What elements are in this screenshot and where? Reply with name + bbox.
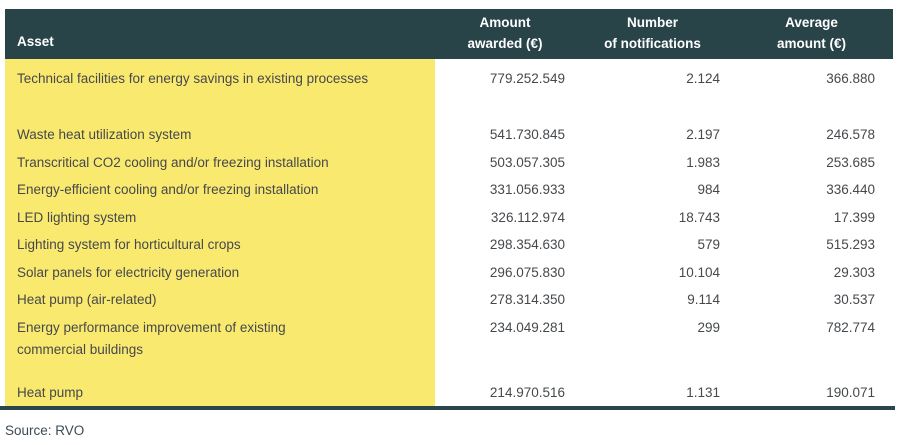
- table-row: Energy-efficient cooling and/or freezing…: [5, 175, 893, 203]
- table-row: Transcritical CO2 cooling and/or freezin…: [5, 147, 893, 175]
- notifications-cell: 579: [575, 230, 730, 258]
- amount-awarded-cell: 296.075.830: [435, 257, 575, 285]
- col-header-average: Average amount (€): [730, 9, 893, 59]
- table-row: LED lighting system 326.112.974 18.743 1…: [5, 202, 893, 230]
- asset-cell: Transcritical CO2 cooling and/or freezin…: [5, 147, 435, 175]
- asset-label: Energy performance improvement of existi…: [17, 319, 286, 357]
- col-header-notifications-line1: Number: [626, 15, 678, 30]
- table-row: Technical facilities for energy savings …: [5, 59, 893, 120]
- table-row: Solar panels for electricity generation …: [5, 257, 893, 285]
- col-header-notifications-line2: of notifications: [604, 36, 701, 51]
- asset-label: Heat pump (air-related): [17, 292, 157, 307]
- amount-awarded-cell: 541.730.845: [435, 120, 575, 148]
- amount-awarded-cell: 331.056.933: [435, 175, 575, 203]
- asset-subsidy-table: Asset Amount awarded (€) Number of notif…: [5, 9, 893, 406]
- amount-awarded-cell: 298.354.630: [435, 230, 575, 258]
- col-header-amount-line1: Amount: [479, 15, 531, 30]
- asset-cell: Lighting system for horticultural crops: [5, 230, 435, 258]
- average-amount-cell: 29.303: [730, 257, 893, 285]
- asset-cell: Heat pump: [5, 378, 435, 406]
- amount-awarded-cell: 779.252.549: [435, 59, 575, 120]
- notifications-cell: 18.743: [575, 202, 730, 230]
- asset-label: LED lighting system: [17, 209, 137, 225]
- asset-cell: Technical facilities for energy savings …: [5, 59, 435, 120]
- table-body: Technical facilities for energy savings …: [5, 59, 893, 406]
- asset-cell: LED lighting system: [5, 202, 435, 230]
- average-amount-cell: 17.399: [730, 202, 893, 230]
- asset-label: Technical facilities for energy savings …: [17, 71, 369, 86]
- asset-cell: Heat pump (air-related): [5, 285, 435, 313]
- notifications-cell: 2.197: [575, 120, 730, 148]
- notifications-cell: 299: [575, 312, 730, 378]
- col-header-asset: Asset: [5, 9, 435, 59]
- asset-cell: Energy performance improvement of existi…: [5, 312, 435, 378]
- notifications-cell: 2.124: [575, 59, 730, 120]
- notifications-cell: 1.983: [575, 147, 730, 175]
- average-amount-cell: 253.685: [730, 147, 893, 175]
- asset-cell: Solar panels for electricity generation: [5, 257, 435, 285]
- table-bottom-rule: [0, 406, 895, 410]
- asset-cell: Energy-efficient cooling and/or freezing…: [5, 175, 435, 203]
- average-amount-cell: 190.071: [730, 378, 893, 406]
- source-caption: Source: RVO: [5, 423, 85, 438]
- asset-label: Heat pump: [17, 385, 84, 400]
- col-header-average-line2: amount (€): [777, 36, 846, 51]
- asset-label: Lighting system for horticultural crops: [17, 237, 241, 252]
- average-amount-cell: 336.440: [730, 175, 893, 203]
- table-row: Energy performance improvement of existi…: [5, 312, 893, 378]
- col-header-notifications: Number of notifications: [575, 9, 730, 59]
- table-row: Heat pump 214.970.516 1.131 190.071: [5, 378, 893, 406]
- amount-awarded-cell: 326.112.974: [435, 202, 575, 230]
- col-header-average-line1: Average: [785, 15, 838, 30]
- col-header-asset-label: Asset: [17, 34, 54, 49]
- amount-awarded-cell: 278.314.350: [435, 285, 575, 313]
- notifications-cell: 10.104: [575, 257, 730, 285]
- amount-awarded-cell: 503.057.305: [435, 147, 575, 175]
- asset-cell: Waste heat utilization system: [5, 120, 435, 148]
- notifications-cell: 9.114: [575, 285, 730, 313]
- table-row: Lighting system for horticultural crops …: [5, 230, 893, 258]
- table-row: Heat pump (air-related) 278.314.350 9.11…: [5, 285, 893, 313]
- average-amount-cell: 366.880: [730, 59, 893, 120]
- amount-awarded-cell: 214.970.516: [435, 378, 575, 406]
- table-header: Asset Amount awarded (€) Number of notif…: [5, 9, 893, 59]
- average-amount-cell: 782.774: [730, 312, 893, 378]
- average-amount-cell: 30.537: [730, 285, 893, 313]
- header-row: Asset Amount awarded (€) Number of notif…: [5, 9, 893, 59]
- notifications-cell: 984: [575, 175, 730, 203]
- col-header-amount-line2: awarded (€): [467, 36, 543, 51]
- asset-label: Transcritical CO2 cooling and/or freezin…: [17, 154, 329, 170]
- table-row: Waste heat utilization system 541.730.84…: [5, 120, 893, 148]
- notifications-cell: 1.131: [575, 378, 730, 406]
- asset-label: Waste heat utilization system: [17, 127, 192, 142]
- asset-label: Energy-efficient cooling and/or freezing…: [17, 182, 319, 197]
- amount-awarded-cell: 234.049.281: [435, 312, 575, 378]
- average-amount-cell: 246.578: [730, 120, 893, 148]
- asset-label: Solar panels for electricity generation: [17, 264, 240, 280]
- average-amount-cell: 515.293: [730, 230, 893, 258]
- col-header-amount-awarded: Amount awarded (€): [435, 9, 575, 59]
